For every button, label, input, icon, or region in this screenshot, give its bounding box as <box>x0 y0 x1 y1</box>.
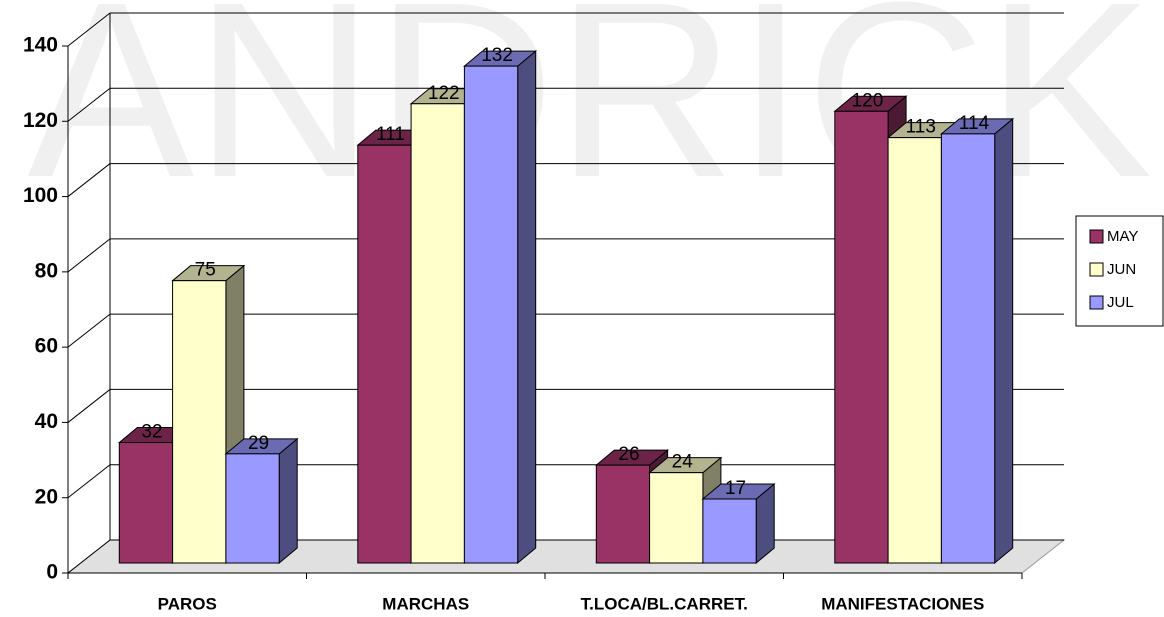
data-label: 75 <box>195 260 216 281</box>
legend-label: MAY <box>1107 228 1138 245</box>
y-tick <box>67 389 111 423</box>
y-tick-label: 100 <box>23 184 58 207</box>
y-tick-label: 40 <box>35 410 58 433</box>
bar-side <box>994 117 1014 565</box>
x-tick-label: MANIFESTACIONES <box>821 594 984 613</box>
y-tick <box>67 539 111 574</box>
data-label: 120 <box>852 90 884 111</box>
data-label: 29 <box>248 433 269 454</box>
bar <box>463 65 519 564</box>
bar <box>834 110 889 564</box>
y-tick-label: 140 <box>23 34 58 57</box>
legend-label: JUL <box>1107 294 1134 311</box>
legend-swatch <box>1089 295 1104 310</box>
y-tick <box>67 464 111 499</box>
data-label: 32 <box>141 422 162 443</box>
bar-side <box>278 437 298 565</box>
y-tick-label: 120 <box>23 109 58 132</box>
x-tick-label: T.LOCA/BL.CARRET. <box>581 594 748 613</box>
bar <box>595 464 651 564</box>
bar <box>649 472 704 564</box>
bar <box>887 137 942 564</box>
y-tick-label: 60 <box>35 335 58 358</box>
x-tick-label: PAROS <box>158 594 217 613</box>
y-tick <box>67 87 111 122</box>
data-label: 113 <box>906 117 936 138</box>
y-tick <box>67 313 111 348</box>
y-tick-label: 20 <box>35 485 58 508</box>
bar <box>225 453 280 564</box>
data-label: 111 <box>376 124 405 145</box>
legend-label: JUN <box>1107 261 1136 278</box>
data-label: 114 <box>959 113 990 134</box>
bar-side <box>517 50 537 565</box>
data-label: 26 <box>618 444 639 465</box>
y-tick-label: 80 <box>35 259 58 282</box>
bar <box>702 498 757 564</box>
bar <box>172 280 227 564</box>
y-tick <box>67 238 111 273</box>
data-label: 17 <box>725 478 746 499</box>
bar <box>357 144 412 564</box>
legend-swatch <box>1089 262 1104 277</box>
data-label: 24 <box>672 452 694 473</box>
bar <box>940 133 996 564</box>
y-tick <box>67 12 111 47</box>
data-label: 132 <box>481 45 513 66</box>
y-tick <box>67 163 111 197</box>
bar <box>118 442 174 564</box>
data-label: 122 <box>428 83 460 104</box>
x-tick-label: MARCHAS <box>382 594 469 613</box>
bar <box>410 103 465 564</box>
y-tick-label: 0 <box>46 561 58 584</box>
legend-swatch <box>1089 229 1104 244</box>
